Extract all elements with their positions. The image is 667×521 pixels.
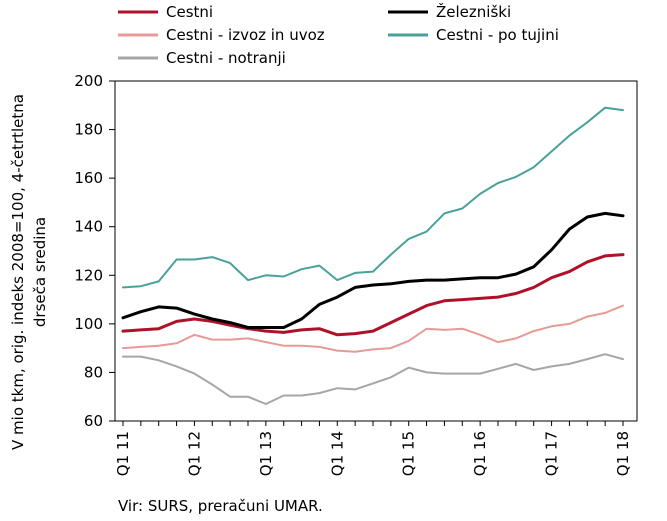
y-tick-label: 100 [74,315,103,333]
series-line-zelezni-ki [121,211,625,329]
legend: Cestni Železniški Cestni - izvoz in uvoz Ce… [118,2,559,67]
series-lines [121,106,625,405]
x-tick-label: Q1 11 [114,431,132,476]
legend-item: Cestni [118,3,213,21]
legend-item: Cestni - notranji [118,49,286,67]
y-tick-label: 160 [74,169,103,187]
legend-label: Cestni - notranji [166,49,286,67]
series-line-cestni-po-tujini [122,106,624,289]
x-tick-label: Q1 18 [614,431,632,476]
x-tick-label: Q1 17 [543,431,561,476]
source-note: Vir: SURS, preračuni UMAR. [118,497,323,515]
y-axis-title-line2: drseča sredina [31,217,49,327]
x-axis: Q1 11 Q1 12 Q1 13 Q1 14 Q1 15 Q1 16 Q1 17 Q1 18 [114,421,632,476]
legend-label: Cestni - po tujini [436,26,559,44]
x-tick-label: Q1 14 [328,431,346,476]
y-axis-title: V mio tkm, orig. indeks 2008=100, 4-četr… [9,94,49,450]
legend-item: Cestni - po tujini [388,26,559,44]
y-tick-label: 140 [74,218,103,236]
y-axis: 60 80 100 120 140 160 180 200 [74,72,115,430]
legend-label: Cestni [166,3,213,21]
y-tick-label: 80 [84,363,103,381]
y-tick-label: 120 [74,266,103,284]
legend-label: Železniški [436,2,511,21]
y-tick-label: 60 [84,412,103,430]
plot-frame [114,80,638,422]
legend-label: Cestni - izvoz in uvoz [166,26,325,44]
y-tick-label: 180 [74,121,103,139]
legend-item: Cestni - izvoz in uvoz [118,26,325,44]
series-line-cestni-izvoz-in-uvoz [122,304,624,353]
legend-item: Železniški [388,2,511,21]
x-tick-label: Q1 16 [471,431,489,476]
y-tick-label: 200 [74,72,103,90]
series-line-cestni [121,253,625,337]
series-line-cestni-notranji [122,353,624,405]
x-tick-label: Q1 15 [400,431,418,476]
y-axis-title-line1: V mio tkm, orig. indeks 2008=100, 4-četr… [9,94,27,450]
x-tick-label: Q1 12 [185,431,203,476]
plot-border [114,80,638,422]
x-tick-label: Q1 13 [257,431,275,476]
